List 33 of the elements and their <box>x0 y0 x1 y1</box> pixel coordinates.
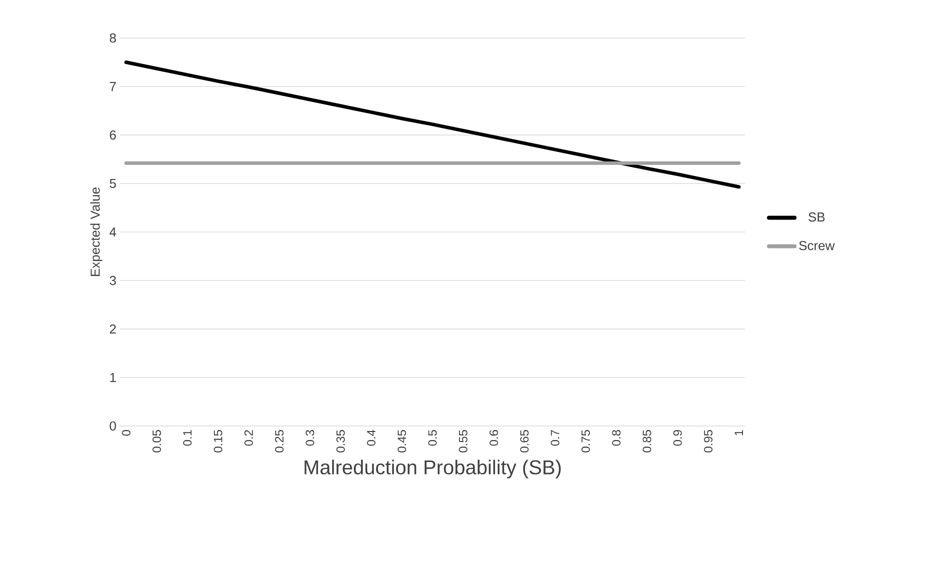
y-tick-label: 5 <box>110 178 116 188</box>
y-tick-label: 3 <box>110 276 116 286</box>
x-tick-label: 0 <box>122 430 130 436</box>
x-tick-label: 0.95 <box>704 430 712 452</box>
x-tick-label: 0.5 <box>428 430 437 446</box>
x-tick-label: 0.25 <box>275 430 284 452</box>
x-tick-label: 0.4 <box>366 430 376 446</box>
x-tick-label: 0.9 <box>673 430 682 446</box>
y-axis-title: Expected Value <box>90 188 102 276</box>
x-tick-label: 0.85 <box>642 430 652 452</box>
x-tick-label: 0.35 <box>336 430 345 452</box>
x-tick-label: 0.15 <box>214 430 222 452</box>
x-tick-label: 0.3 <box>306 430 314 446</box>
x-tick-label: 0.6 <box>490 430 498 446</box>
x-tick-label: 0.2 <box>244 430 253 446</box>
x-tick-label: 0.1 <box>183 430 192 446</box>
y-tick-label: 4 <box>110 228 116 236</box>
x-tick-label: 0.45 <box>398 430 406 452</box>
x-tick-label: 0.75 <box>581 430 590 452</box>
legend-label: Screw <box>799 240 835 250</box>
x-axis-title: Malreduction Probability (SB) <box>304 460 561 478</box>
y-tick-label: 1 <box>110 373 116 382</box>
x-tick-label: 0.55 <box>458 430 468 452</box>
y-tick-label: 7 <box>110 82 116 91</box>
y-tick-label: 6 <box>110 130 116 140</box>
x-tick-label: 0.05 <box>152 430 162 452</box>
y-tick-label: 8 <box>110 33 116 43</box>
x-tick-label: 0.65 <box>520 430 529 452</box>
y-tick-label: 2 <box>110 324 116 334</box>
legend-label: SB <box>808 212 825 222</box>
x-tick-label: 0.7 <box>550 430 560 446</box>
x-tick-label: 0.8 <box>612 430 621 446</box>
x-tick-label: 1 <box>734 430 743 436</box>
